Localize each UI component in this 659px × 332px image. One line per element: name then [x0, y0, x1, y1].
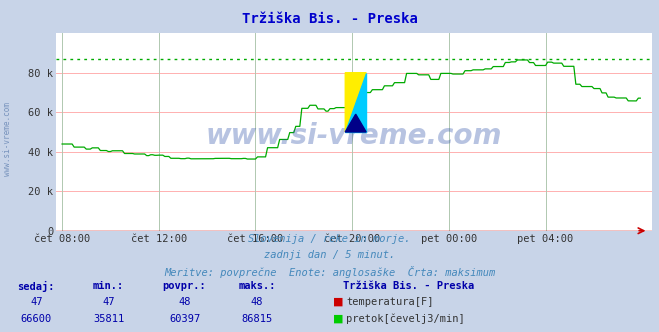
Text: sedaj:: sedaj: — [18, 281, 55, 291]
Text: 48: 48 — [251, 297, 263, 307]
Text: Tržiška Bis. - Preska: Tržiška Bis. - Preska — [343, 281, 474, 290]
Polygon shape — [345, 73, 366, 132]
Text: 66600: 66600 — [20, 314, 52, 324]
Text: 48: 48 — [179, 297, 190, 307]
Text: povpr.:: povpr.: — [163, 281, 206, 290]
Text: 60397: 60397 — [169, 314, 200, 324]
Text: maks.:: maks.: — [239, 281, 275, 290]
Text: www.si-vreme.com: www.si-vreme.com — [3, 103, 13, 176]
Text: 47: 47 — [30, 297, 42, 307]
Text: ■: ■ — [333, 314, 343, 324]
Polygon shape — [345, 114, 366, 132]
Text: min.:: min.: — [93, 281, 125, 290]
Text: www.si-vreme.com: www.si-vreme.com — [206, 122, 502, 150]
Text: Tržiška Bis. - Preska: Tržiška Bis. - Preska — [242, 12, 417, 26]
Text: zadnji dan / 5 minut.: zadnji dan / 5 minut. — [264, 250, 395, 260]
Text: temperatura[F]: temperatura[F] — [346, 297, 434, 307]
Text: Slovenija / reke in morje.: Slovenija / reke in morje. — [248, 234, 411, 244]
Text: Meritve: povprečne  Enote: anglosaške  Črta: maksimum: Meritve: povprečne Enote: anglosaške Črt… — [164, 266, 495, 278]
Polygon shape — [345, 73, 366, 132]
Text: pretok[čevelj3/min]: pretok[čevelj3/min] — [346, 314, 465, 324]
Text: ■: ■ — [333, 297, 343, 307]
Text: 47: 47 — [103, 297, 115, 307]
Text: 35811: 35811 — [93, 314, 125, 324]
Text: 86815: 86815 — [241, 314, 273, 324]
